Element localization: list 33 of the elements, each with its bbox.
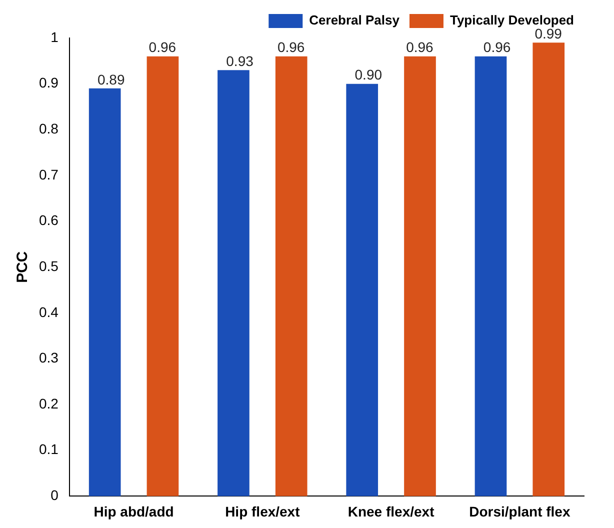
legend-label: Cerebral Palsy (309, 12, 400, 28)
data-label: 0.96 (148, 39, 176, 56)
x-tick-label: Hip flex/ext (225, 503, 300, 520)
y-tick-label: 0 (50, 487, 59, 504)
y-tick-label: 0.3 (38, 350, 59, 366)
x-tick-label: Hip abd/add (94, 503, 174, 520)
bar (404, 56, 436, 496)
x-tick-label: Dorsi/plant flex (469, 503, 570, 520)
y-tick-label: 0.4 (38, 304, 59, 320)
legend-label: Typically Developed (450, 12, 574, 28)
bar (346, 84, 378, 496)
y-tick-label: 0.5 (38, 258, 59, 274)
bar (532, 42, 565, 496)
y-axis-title: PCC (14, 251, 32, 283)
bar (275, 56, 308, 496)
y-tick-label: 0.1 (38, 441, 59, 458)
bar (218, 70, 250, 496)
data-label: 0.96 (406, 39, 434, 56)
x-tick-label: Knee flex/ext (348, 503, 435, 520)
y-tick-label: 0.8 (38, 120, 59, 136)
bar (474, 56, 507, 496)
bar (146, 56, 179, 496)
data-label: 0.96 (277, 39, 305, 56)
y-tick-label: 0.2 (38, 395, 59, 412)
data-label: 0.89 (98, 71, 125, 88)
data-label: 0.93 (226, 52, 254, 69)
y-tick-label: 0.9 (38, 74, 59, 91)
data-label: 0.96 (483, 39, 511, 56)
y-tick-label: 0.6 (38, 212, 59, 228)
y-tick-label: 0.7 (38, 166, 59, 182)
y-tick-label: 1 (50, 28, 59, 45)
bar (88, 88, 121, 496)
data-label: 0.90 (354, 66, 382, 83)
